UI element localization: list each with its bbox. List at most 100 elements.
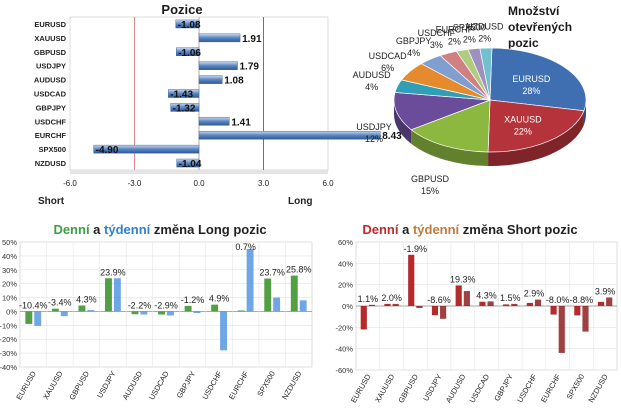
short-y-tick-label: -60% xyxy=(335,366,353,375)
pie-label-xauusd: XAUUSD xyxy=(504,114,542,124)
short-bar-xauusd-s2 xyxy=(392,303,399,306)
long-bar-usdcad-s1 xyxy=(158,311,165,315)
short-bar-usdjpy-s2 xyxy=(440,306,447,319)
short-title-part: a xyxy=(398,222,412,237)
long-y-tick-label: 10% xyxy=(2,294,17,303)
x-tick-label: -3.0 xyxy=(128,179,142,188)
pie-side-gbpusd xyxy=(411,129,489,166)
x-tick-label: 3.0 xyxy=(258,179,270,188)
long-bar-audusd-s2 xyxy=(140,311,148,315)
short-bar-nzdusd-s2 xyxy=(606,297,613,306)
short-category-label-usdjpy: USDJPY xyxy=(421,373,444,403)
category-label-eurchf: EURCHF xyxy=(35,131,67,140)
x-tick-label: 0.0 xyxy=(193,179,205,188)
pie-label-eurchf: EURCHF xyxy=(436,24,474,34)
pie-label-gbpjpy: GBPJPY xyxy=(396,36,432,46)
short-bar-usdcad-s1 xyxy=(479,301,486,306)
long-data-label-gbpjpy: -1.2% xyxy=(181,295,205,305)
long-data-label-audusd: -2.2% xyxy=(128,300,152,310)
value-label-usdjpy: 1.79 xyxy=(239,62,259,73)
short-change-chart-title: Denní a týdenní změna Short pozic xyxy=(362,222,577,237)
short-bar-audusd-s1 xyxy=(455,285,462,306)
short-category-label-eurchf: EURCHF xyxy=(539,372,563,404)
pie-slice-nzdusd xyxy=(479,47,493,101)
long-bar-usdcad-s2 xyxy=(167,311,174,316)
positions-chart-title: Pozice xyxy=(161,2,202,17)
pie-slice-eurusd xyxy=(489,47,587,112)
category-label-xauusd: XAUUSD xyxy=(34,34,66,43)
long-category-label-audusd: AUDUSD xyxy=(121,369,145,401)
long-data-label-usdchf: 4.9% xyxy=(209,294,230,304)
long-data-label-eurchf: 0.7% xyxy=(235,242,256,252)
long-bar-nzdusd-s1 xyxy=(290,275,298,312)
category-label-audusd: AUDUSD xyxy=(34,76,67,85)
short-change-chart: Denní a týdenní změna Short pozic 60% 40%… xyxy=(335,222,618,404)
value-label-xauusd: 1.91 xyxy=(242,34,262,45)
pie-label-spx500: SPX500 xyxy=(453,22,486,32)
category-label-gbpusd: GBPUSD xyxy=(34,48,67,57)
long-bar-gbpjpy-s1 xyxy=(184,305,192,312)
short-data-label-audusd: 19.3% xyxy=(450,274,476,284)
short-category-label-audusd: AUDUSD xyxy=(444,372,468,404)
value-label-gbpusd: -1.06 xyxy=(178,48,201,59)
pie-label-gbpusd: GBPUSD xyxy=(411,174,450,184)
short-bar-usdchf-s1 xyxy=(526,302,533,306)
value-label-usdcad: -1.43 xyxy=(170,90,193,101)
short-bar-eurusd-s2 xyxy=(368,304,376,306)
long-data-label-eurusd: -10.4% xyxy=(19,300,48,310)
pie-percent-usdchf: 3% xyxy=(430,40,443,50)
category-label-spx500: SPX500 xyxy=(38,145,66,154)
pie-percent-gbpusd: 15% xyxy=(421,186,439,196)
short-y-tick-label: 40% xyxy=(338,259,353,268)
bar-audusd xyxy=(198,75,223,84)
pie-label-nzdusd: NZDUSD xyxy=(466,22,504,32)
long-bar-spx500-s2 xyxy=(273,297,281,312)
bar-usdcad xyxy=(168,89,200,98)
pie-slice-gbpusd xyxy=(410,99,491,153)
long-y-tick-label: -40% xyxy=(0,363,17,372)
short-data-label-nzdusd: 3.9% xyxy=(595,286,616,296)
short-bar-eurusd-s1 xyxy=(360,306,367,330)
short-data-label-eurusd: 1.1% xyxy=(358,294,379,304)
short-bar-audusd-s2 xyxy=(463,291,470,306)
category-label-usdchf: USDCHF xyxy=(35,117,67,126)
long-data-label-gbpusd: 4.3% xyxy=(76,294,97,304)
short-label: Short xyxy=(38,196,65,207)
short-title-part: změna Short pozic xyxy=(459,222,577,237)
long-bar-eurusd-s2 xyxy=(34,311,42,326)
category-label-eurusd: EURUSD xyxy=(34,20,66,29)
pie-label-usdjpy: USDJPY xyxy=(356,122,392,132)
short-bar-usdchf-s2 xyxy=(534,299,542,306)
long-title-part: a xyxy=(90,222,104,237)
short-title-part: Denní xyxy=(362,222,399,237)
pie-percent-xauusd: 22% xyxy=(514,126,532,136)
short-data-label-eurchf: -8.0% xyxy=(546,295,570,305)
long-bar-xauusd-s2 xyxy=(60,311,68,317)
short-y-tick-label: 20% xyxy=(338,281,353,290)
long-bar-spx500-s1 xyxy=(264,278,272,312)
long-data-label-usdcad: -2.9% xyxy=(154,300,178,310)
long-category-label-spx500: SPX500 xyxy=(255,370,277,398)
short-y-tick-label: 0% xyxy=(342,302,353,311)
short-category-label-usdchf: USDCHF xyxy=(515,372,539,404)
long-change-chart: Denní a týdenní změna Long pozic 50% 40% 3… xyxy=(0,222,313,401)
long-category-label-gbpjpy: GBPJPY xyxy=(175,370,198,400)
long-bar-usdjpy-s2 xyxy=(113,278,121,312)
long-bar-gbpusd-s1 xyxy=(78,305,86,312)
bar-spx500 xyxy=(93,144,200,154)
category-label-usdjpy: USDJPY xyxy=(36,62,66,71)
short-category-label-gbpusd: GBPUSD xyxy=(396,372,420,404)
long-category-label-nzdusd: NZDUSD xyxy=(280,369,304,401)
bar-nzdusd xyxy=(176,158,200,168)
long-data-label-nzdusd: 25.8% xyxy=(286,265,312,275)
plot-floor xyxy=(70,170,328,174)
pie-percent-spx500: 2% xyxy=(463,34,476,44)
short-category-label-eurusd: EURUSD xyxy=(349,372,373,404)
bar-gbpjpy xyxy=(170,103,200,112)
value-label-spx500: -4.90 xyxy=(96,145,119,156)
short-title-part: týdenní xyxy=(413,222,460,237)
short-bar-spx500-s2 xyxy=(582,306,589,332)
short-y-tick-label: 60% xyxy=(338,238,353,247)
short-bar-usdjpy-s1 xyxy=(431,306,439,316)
long-bar-usdchf-s1 xyxy=(211,304,219,312)
